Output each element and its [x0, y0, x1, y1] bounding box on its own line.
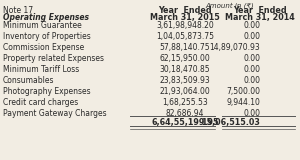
Text: Note 17: Note 17 — [3, 6, 33, 15]
Text: March 31, 2014: March 31, 2014 — [225, 13, 295, 22]
Text: 0.00: 0.00 — [243, 21, 260, 30]
Text: Inventory of Properties: Inventory of Properties — [3, 32, 91, 41]
Text: Commission Expense: Commission Expense — [3, 43, 84, 52]
Text: 0.00: 0.00 — [243, 54, 260, 63]
Text: 6,64,55,199.95: 6,64,55,199.95 — [151, 118, 219, 127]
Text: Photography Expenses: Photography Expenses — [3, 87, 91, 96]
Text: Consumables: Consumables — [3, 76, 55, 85]
Text: Credit card charges: Credit card charges — [3, 98, 78, 107]
Text: Property related Expenses: Property related Expenses — [3, 54, 104, 63]
Text: Payment Gateway Charges: Payment Gateway Charges — [3, 109, 106, 118]
Text: 21,93,064.00: 21,93,064.00 — [160, 87, 210, 96]
Text: Amount in (₹): Amount in (₹) — [206, 2, 254, 9]
Text: 82,686.94: 82,686.94 — [166, 109, 204, 118]
Text: 30,18,470.85: 30,18,470.85 — [160, 65, 210, 74]
Text: Minimum Guarantee: Minimum Guarantee — [3, 21, 82, 30]
Text: Minimum Tariff Loss: Minimum Tariff Loss — [3, 65, 79, 74]
Text: 1,68,255.53: 1,68,255.53 — [162, 98, 208, 107]
Text: Operating Expenses: Operating Expenses — [3, 13, 89, 22]
Text: 23,83,509.93: 23,83,509.93 — [160, 76, 210, 85]
Text: March 31, 2015: March 31, 2015 — [150, 13, 220, 22]
Text: 0.00: 0.00 — [243, 109, 260, 118]
Text: 9,944.10: 9,944.10 — [226, 98, 260, 107]
Text: 3,61,98,948.20: 3,61,98,948.20 — [156, 21, 214, 30]
Text: 7,500.00: 7,500.00 — [226, 87, 260, 96]
Text: 57,88,140.75: 57,88,140.75 — [160, 43, 210, 52]
Text: 0.00: 0.00 — [243, 76, 260, 85]
Text: 14,89,070.93: 14,89,070.93 — [209, 43, 260, 52]
Text: 15,06,515.03: 15,06,515.03 — [201, 118, 260, 127]
Text: 62,15,950.00: 62,15,950.00 — [160, 54, 210, 63]
Text: Year  Ended: Year Ended — [233, 6, 287, 15]
Text: 0.00: 0.00 — [243, 32, 260, 41]
Text: 0.00: 0.00 — [243, 65, 260, 74]
Text: Year  Ended: Year Ended — [158, 6, 212, 15]
Text: 1,04,05,873.75: 1,04,05,873.75 — [156, 32, 214, 41]
